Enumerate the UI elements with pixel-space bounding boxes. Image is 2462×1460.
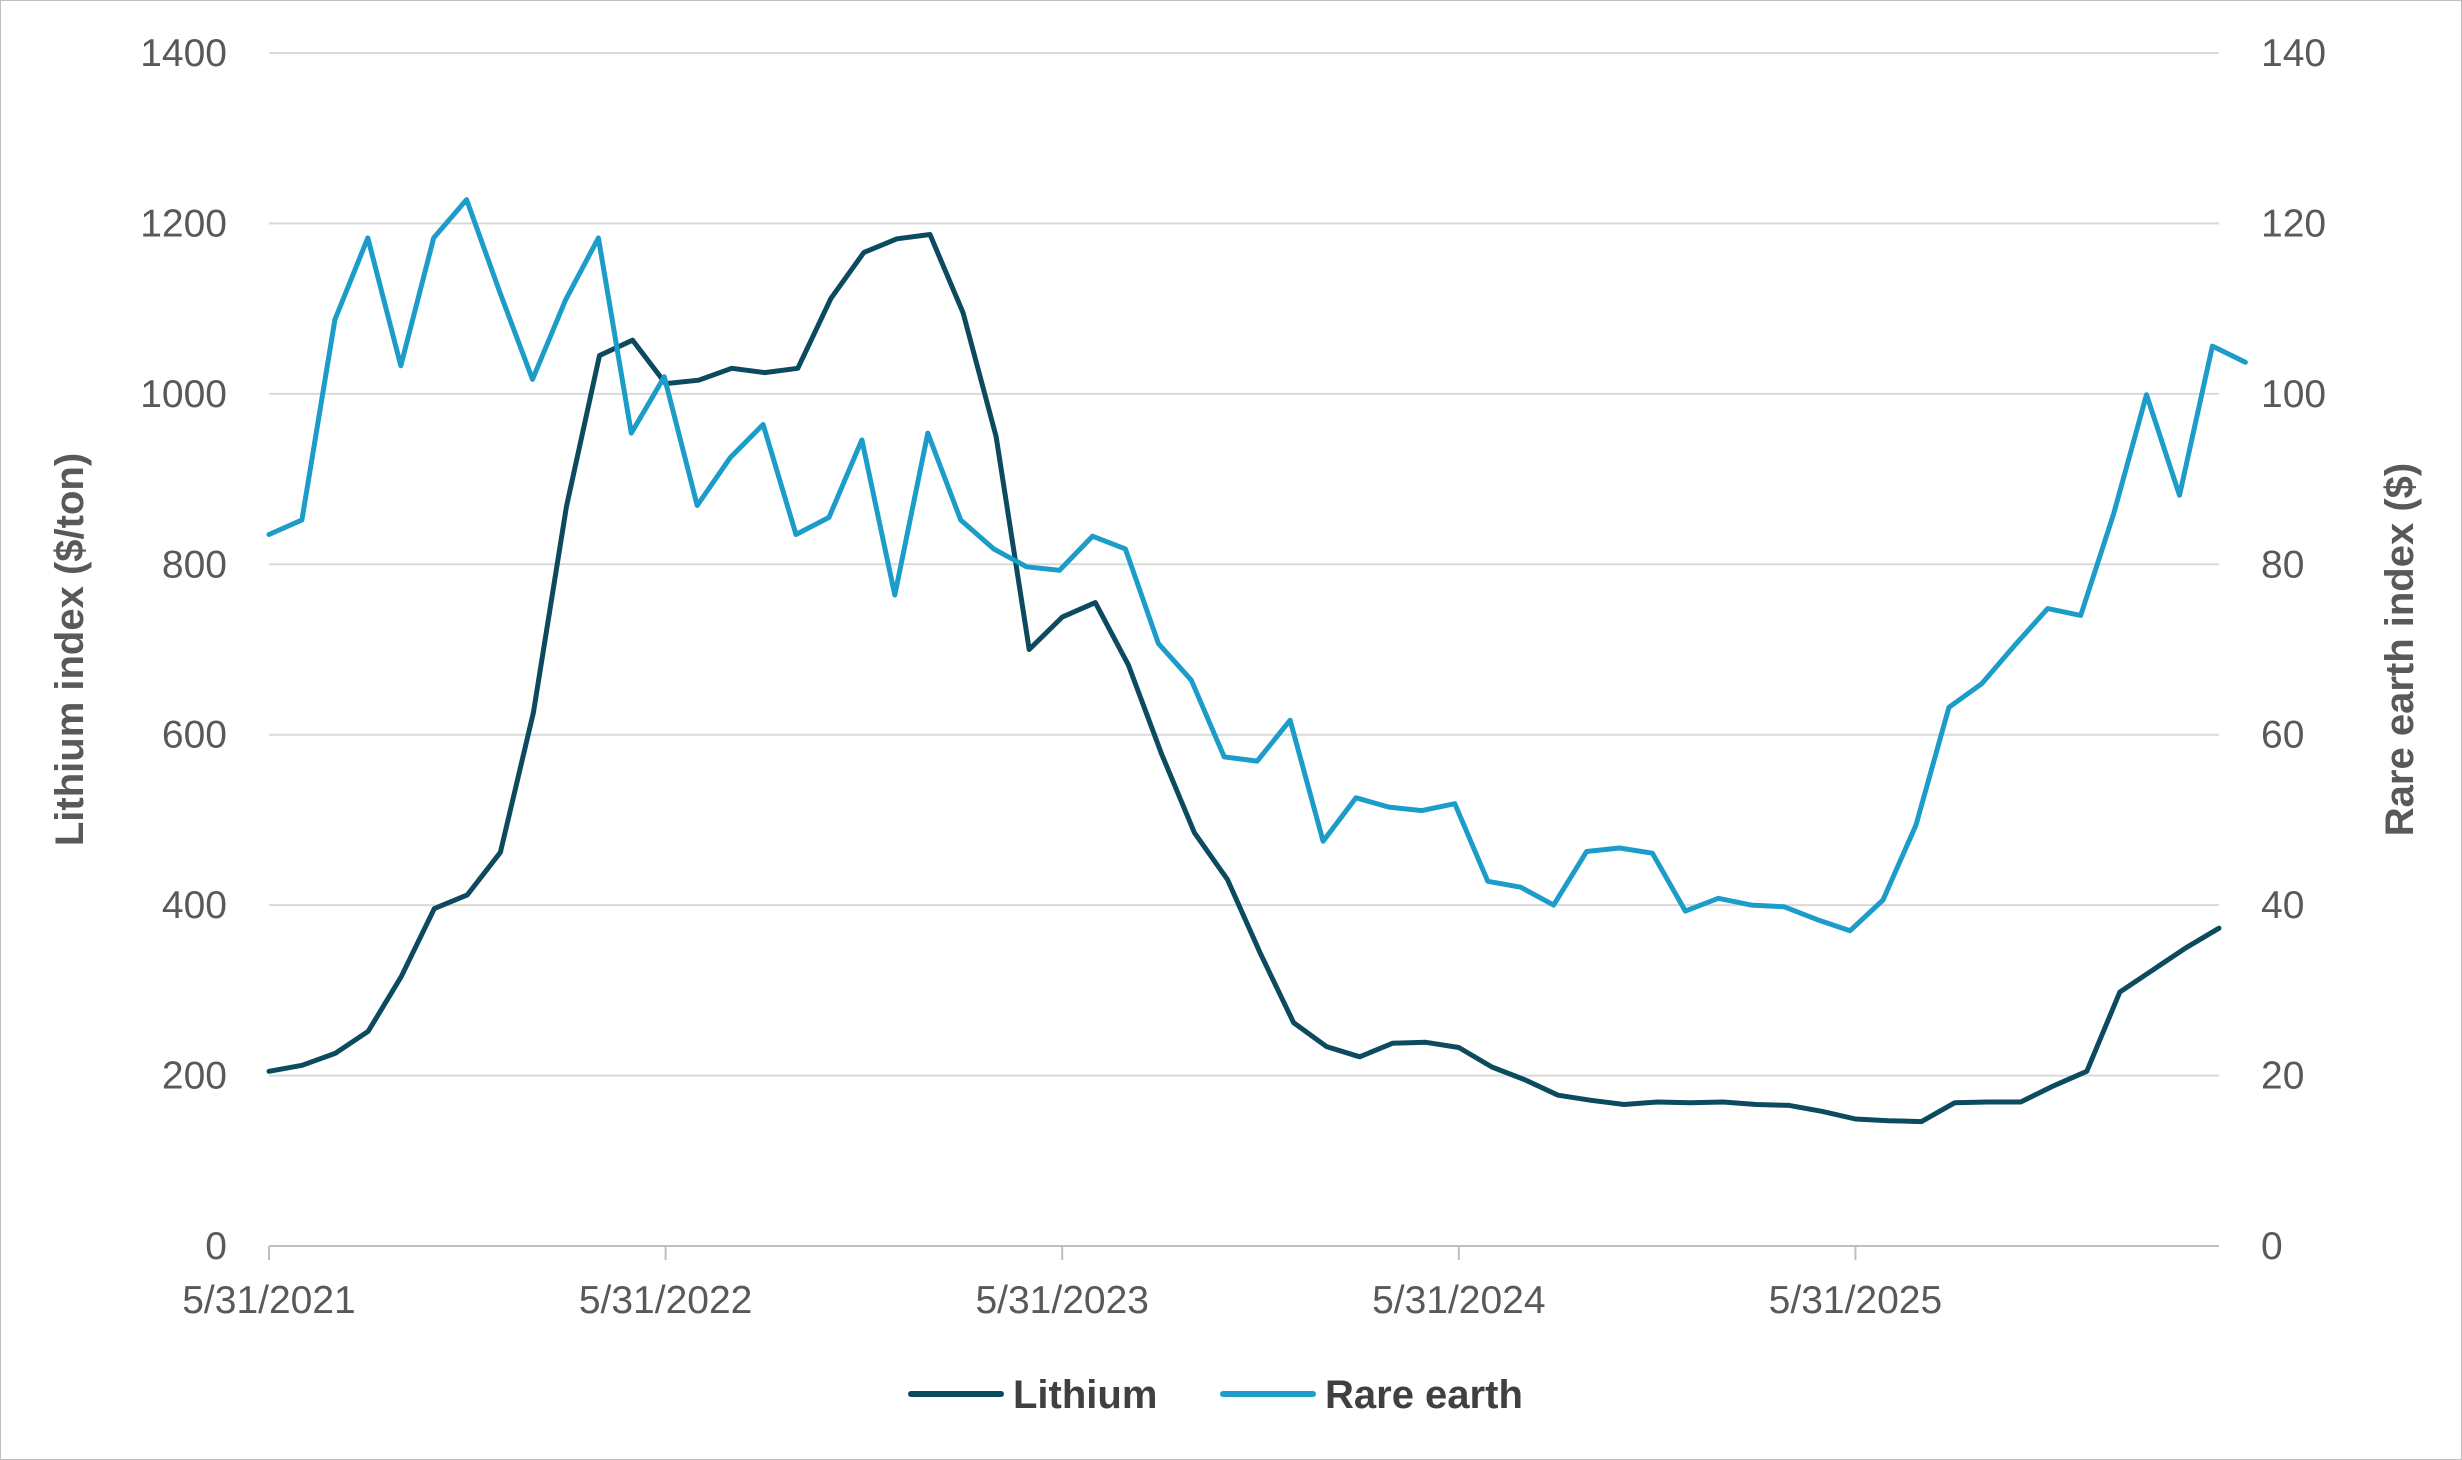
y-tick-label-right: 140	[2261, 32, 2326, 75]
y-tick-label-right: 100	[2261, 373, 2326, 416]
y-tick-label-right: 40	[2261, 884, 2304, 927]
y-tick-label-left: 400	[162, 884, 227, 927]
y-tick-label-left: 1400	[140, 32, 227, 75]
gridlines	[269, 52, 2219, 1077]
y-tick-label-right: 60	[2261, 714, 2304, 757]
y-axis-title-right: Rare earth index ($)	[2378, 463, 2422, 836]
series-line-rare-earth	[266, 197, 2248, 934]
left-axis-ticks: 0 200 400 600 800 1000 1200 1400	[140, 32, 227, 1268]
y-tick-label-left: 600	[162, 714, 227, 757]
y-tick-label-right: 0	[2261, 1225, 2283, 1268]
x-tick-label: 5/31/2022	[579, 1279, 753, 1322]
y-tick-label-right: 80	[2261, 543, 2304, 586]
x-tick-label: 5/31/2021	[182, 1279, 356, 1322]
series-line-lithium	[266, 232, 2222, 1125]
x-tick-label: 5/31/2024	[1372, 1279, 1546, 1322]
series-layer	[266, 197, 2248, 1125]
x-tick-label: 5/31/2023	[975, 1279, 1149, 1322]
right-axis-ticks: 0 20 40 60 80 100 120 140	[2261, 32, 2326, 1268]
y-tick-label-left: 1000	[140, 373, 227, 416]
x-tick-label: 5/31/2025	[1769, 1279, 1943, 1322]
legend: Lithium Rare earth	[908, 1373, 1523, 1417]
legend-label-lithium: Lithium	[1013, 1373, 1157, 1417]
y-tick-label-left: 800	[162, 543, 227, 586]
x-axis-ticks: 5/31/2021 5/31/2022 5/31/2023 5/31/2024 5/31…	[182, 1246, 1942, 1322]
y-tick-label-left: 0	[205, 1225, 227, 1268]
legend-label-rare-earth: Rare earth	[1325, 1373, 1523, 1417]
y-axis-title-left: Lithium index ($/ton)	[48, 453, 92, 846]
y-tick-label-right: 20	[2261, 1055, 2304, 1098]
y-tick-label-right: 120	[2261, 202, 2326, 245]
y-tick-label-left: 1200	[140, 202, 227, 245]
y-tick-label-left: 200	[162, 1055, 227, 1098]
